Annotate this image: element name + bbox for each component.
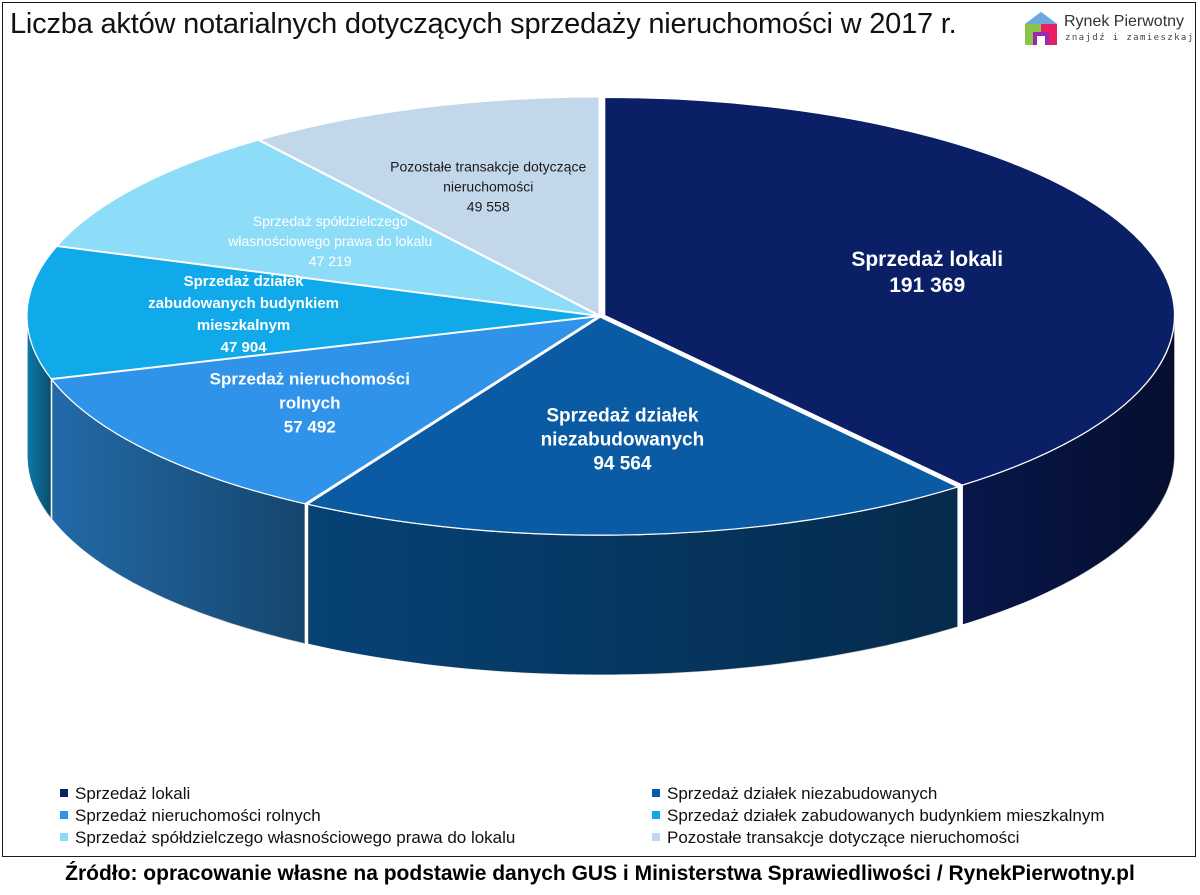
pie-slice-value-label: 57 492 xyxy=(284,417,336,436)
legend-label: Sprzedaż lokali xyxy=(75,784,191,803)
pie-slice-label-line: mieszkalnym xyxy=(197,317,290,334)
pie-slice-label: Sprzedaż działek zabudowanych budynkiem mi… xyxy=(148,273,339,356)
legend-swatch xyxy=(60,789,68,797)
pie-slice-2 xyxy=(306,316,960,536)
pie-slice-label-line: Sprzedaż działek xyxy=(184,273,305,290)
legend-swatch xyxy=(652,811,660,819)
pie-slice-label-line: własnościowego prawa do lokalu xyxy=(227,233,432,249)
legend-item: Sprzedaż działek niezabudowanych xyxy=(652,784,937,804)
chart-title: Liczba aktów notarialnych dotyczących sp… xyxy=(10,8,957,40)
legend-swatch xyxy=(60,811,68,819)
pie-slice-label: Sprzedaż spółdzielczego własnościowego pr… xyxy=(227,213,432,269)
pie-slice-label-line: Sprzedaż spółdzielczego xyxy=(253,213,408,229)
legend-item: Sprzedaż działek zabudowanych budynkiem … xyxy=(652,806,1105,826)
pie-slice-value-label: 47 904 xyxy=(221,339,268,356)
pie-slice-label-line: zabudowanych budynkiem xyxy=(148,295,339,312)
legend-swatch xyxy=(652,789,660,797)
legend-label: Sprzedaż działek zabudowanych budynkiem … xyxy=(667,806,1105,825)
pie-slice-value-label: 191 369 xyxy=(889,274,965,297)
pie-slice-label-line: rolnych xyxy=(279,393,340,412)
legend-label: Pozostałe transakcje dotyczące nieruchom… xyxy=(667,828,1020,847)
legend-item: Sprzedaż lokali xyxy=(60,784,190,804)
pie-data-labels: Sprzedaż lokali 191 369 Sprzedaż działek ni… xyxy=(148,159,1003,475)
pie-slice-label-line: Pozostałe transakcje dotyczące xyxy=(390,159,586,175)
pie-slice-label: Sprzedaż lokali 191 369 xyxy=(851,248,1003,297)
legend-label: Sprzedaż nieruchomości rolnych xyxy=(75,806,321,825)
pie-slice-5 xyxy=(56,139,598,316)
pie-top-faces xyxy=(26,96,1176,536)
pie-slice-label: Sprzedaż działek niezabudowanych 94 564 xyxy=(541,406,705,475)
pie-slice-value-label: 47 219 xyxy=(309,253,352,269)
rynek-pierwotny-logo: Rynek Pierwotny znajdź i zamieszkaj xyxy=(1022,10,1195,50)
chart-frame xyxy=(2,2,1196,857)
legend-label: Sprzedaż spółdzielczego własnościowego p… xyxy=(75,828,516,847)
pie-slice-label-line: Sprzedaż działek xyxy=(546,406,698,427)
legend-label: Sprzedaż działek niezabudowanych xyxy=(667,784,938,803)
pie-slice-3 xyxy=(50,316,598,505)
pie-slice-label-line: niezabudowanych xyxy=(541,430,705,451)
pie-slice-label-line: Sprzedaż nieruchomości xyxy=(210,369,410,388)
legend-swatch xyxy=(652,833,660,841)
source-note: Źródło: opracowanie własne na podstawie … xyxy=(65,862,1135,885)
pie-slice-label: Sprzedaż nieruchomości rolnych 57 492 xyxy=(210,369,410,436)
pie-slice-1 xyxy=(604,96,1176,486)
pie-slice-label-line: nieruchomości xyxy=(443,179,533,195)
house-logo-icon xyxy=(1025,12,1057,45)
legend-swatch xyxy=(60,833,68,841)
pie-slice-label-line: Sprzedaż lokali xyxy=(851,248,1003,271)
pie-slice-value-label: 49 558 xyxy=(467,199,510,215)
pie-slice-value-label: 94 564 xyxy=(593,454,652,475)
legend-item: Pozostałe transakcje dotyczące nieruchom… xyxy=(652,828,1019,848)
logo-tagline: znajdź i zamieszkaj xyxy=(1065,33,1195,43)
pie-slice-4 xyxy=(26,245,598,380)
legend-item: Sprzedaż nieruchomości rolnych xyxy=(60,806,321,826)
pie-slice-6 xyxy=(257,96,600,316)
pie-slice-label: Pozostałe transakcje dotyczące nieruchomo… xyxy=(390,159,586,215)
pie-chart: Sprzedaż lokali 191 369 Sprzedaż działek ni… xyxy=(26,96,1176,676)
logo-name: Rynek Pierwotny xyxy=(1064,13,1185,30)
legend-item: Sprzedaż spółdzielczego własnościowego p… xyxy=(60,828,515,848)
